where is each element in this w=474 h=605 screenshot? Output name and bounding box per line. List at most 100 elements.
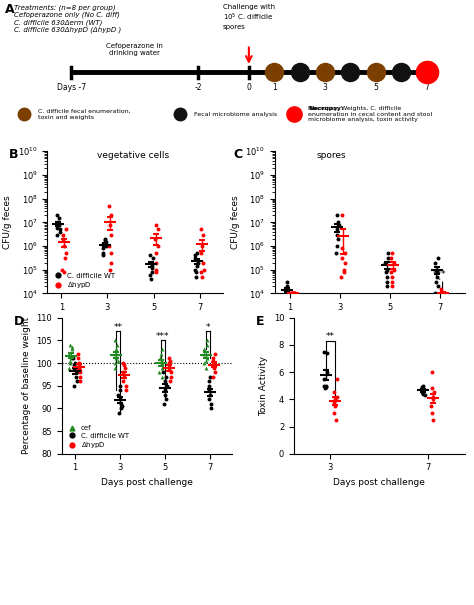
Point: [191, 250, 199, 260]
Point: [75, 363, 82, 373]
Text: 5: 5: [374, 83, 378, 93]
Point: [206, 371, 214, 382]
Point: [197, 224, 205, 234]
Point: [201, 349, 208, 359]
Point: [111, 336, 118, 345]
Point: [428, 367, 436, 377]
Point: [157, 349, 165, 359]
Point: [381, 258, 389, 267]
Point: [432, 277, 440, 287]
Point: [419, 389, 427, 399]
Text: Days -7: Days -7: [56, 83, 86, 93]
Point: [194, 261, 201, 270]
Point: [117, 404, 125, 413]
Point: [194, 258, 201, 267]
Point: [147, 258, 155, 267]
Text: Cefoperazone in
drinking water: Cefoperazone in drinking water: [106, 43, 163, 56]
Point: [383, 272, 391, 282]
Point: [106, 201, 113, 211]
Point: [332, 415, 340, 425]
Y-axis label: Percentage of baseline weight: Percentage of baseline weight: [22, 317, 31, 454]
Point: [205, 385, 212, 395]
Point: [210, 363, 218, 373]
Point: [429, 394, 437, 404]
Point: [76, 371, 83, 382]
Point: [67, 353, 74, 363]
Text: 7: 7: [424, 83, 429, 93]
Point: [73, 376, 81, 386]
X-axis label: Days post challenge: Days post challenge: [101, 478, 193, 487]
Point: [155, 367, 163, 377]
Point: [117, 385, 124, 395]
Point: [432, 265, 440, 275]
Text: ***: ***: [433, 270, 447, 279]
Point: [211, 349, 219, 359]
Point: [210, 371, 217, 382]
Point: [191, 253, 199, 263]
Point: [146, 250, 154, 260]
Point: [122, 385, 129, 395]
Point: [322, 382, 329, 392]
Point: [153, 265, 160, 275]
Point: [201, 358, 208, 368]
Point: [207, 399, 214, 409]
Point: [114, 390, 122, 400]
Point: [440, 289, 447, 298]
Point: [54, 211, 61, 220]
Point: [334, 241, 341, 251]
Point: [388, 277, 396, 287]
Point: [118, 401, 126, 411]
Point: [283, 289, 291, 298]
Point: [120, 361, 128, 370]
Point: [387, 253, 395, 263]
Point: [152, 267, 160, 277]
Point: [200, 265, 208, 275]
Point: [433, 272, 440, 282]
Point: [388, 272, 395, 282]
Point: [165, 358, 173, 368]
Text: Fecal microbiome analysis: Fecal microbiome analysis: [194, 111, 277, 117]
Point: [431, 289, 439, 298]
Point: [197, 267, 205, 277]
Point: [56, 227, 64, 237]
Point: [210, 356, 217, 365]
Point: [163, 371, 170, 382]
X-axis label: Days post challenge: Days post challenge: [324, 318, 416, 327]
Y-axis label: CFU/g feces: CFU/g feces: [231, 195, 240, 249]
Point: [289, 289, 297, 298]
Point: [148, 263, 155, 273]
Point: [147, 274, 155, 284]
Point: [197, 248, 205, 258]
Point: [55, 220, 63, 229]
Point: [71, 363, 78, 373]
Point: [106, 265, 113, 275]
Text: C: C: [233, 148, 242, 162]
Point: [162, 390, 169, 400]
Point: [72, 358, 79, 368]
Point: [151, 234, 159, 244]
Point: [418, 388, 425, 397]
Y-axis label: CFU/g feces: CFU/g feces: [3, 195, 12, 249]
Point: [383, 265, 391, 275]
Point: [419, 382, 426, 392]
Point: [432, 258, 439, 267]
Point: [439, 289, 447, 298]
Point: [70, 381, 78, 391]
Point: [340, 265, 348, 275]
Point: [383, 267, 390, 277]
Point: [122, 381, 129, 391]
Point: [117, 381, 124, 391]
Point: [56, 224, 64, 234]
Point: [155, 224, 162, 234]
Point: [53, 223, 61, 232]
Point: [335, 220, 342, 229]
Point: [120, 371, 128, 382]
Point: [283, 289, 291, 298]
Point: [438, 289, 445, 298]
Point: [438, 287, 446, 296]
Point: [428, 401, 435, 411]
Point: [62, 253, 69, 263]
Text: Necropsy:: Necropsy:: [308, 106, 344, 111]
Text: vegetative cells: vegetative cells: [97, 151, 169, 160]
Text: **: **: [113, 323, 122, 332]
